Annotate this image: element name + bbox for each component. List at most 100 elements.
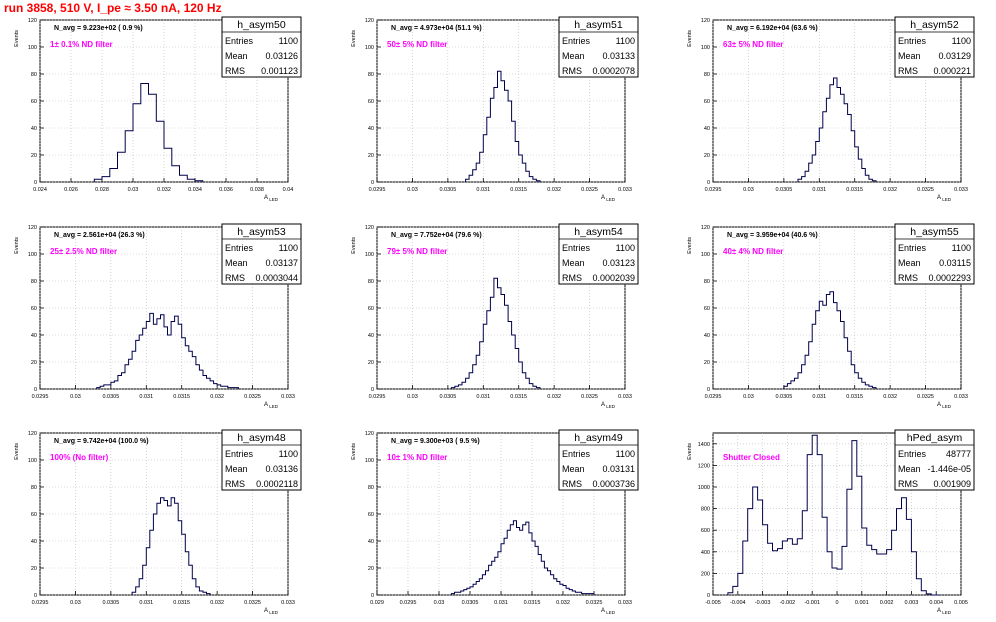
stat-label: RMS — [225, 66, 245, 76]
stats-box-frame — [221, 429, 302, 491]
x-axis-title: A LED — [264, 608, 279, 615]
histogram-name: h_asym50 — [237, 19, 286, 31]
stat-label: Entries — [225, 449, 254, 459]
x-tick-label: 0.034 — [188, 187, 202, 193]
y-tick-label: 0 — [371, 387, 374, 393]
x-tick-label: 0.002 — [880, 600, 894, 606]
y-tick-label: 1200 — [698, 463, 710, 469]
y-tick-label: 80 — [368, 279, 374, 285]
x-tick-label: 0.033 — [954, 187, 968, 193]
y-tick-label: 60 — [368, 306, 374, 312]
navg-label: N_avg = 4.973e+04 (51.1 %) — [391, 25, 482, 32]
y-tick-label: 100 — [701, 252, 710, 258]
x-tick-label: -0.002 — [780, 600, 796, 606]
histogram-name: h_asym54 — [574, 226, 623, 238]
x-tick-label: 0.031 — [812, 187, 826, 193]
y-tick-label: 80 — [368, 485, 374, 491]
stat-value: 0.0002039 — [592, 273, 635, 283]
stat-label: Entries — [898, 36, 927, 46]
y-tick-label: 120 — [365, 225, 374, 231]
y-axis-title: Events — [14, 237, 20, 254]
stat-value: 0.0002118 — [256, 479, 298, 489]
x-tick-label: 0.032 — [547, 394, 561, 400]
stat-label: Mean — [898, 51, 921, 61]
stat-value: 0.000221 — [933, 66, 971, 76]
stat-value: -1.446e-05 — [927, 464, 971, 474]
x-axis-title: A LED — [601, 195, 616, 202]
filter-label: 40± 4% ND filter — [723, 247, 783, 256]
y-tick-label: 80 — [704, 279, 710, 285]
filter-label: Shutter Closed — [723, 453, 780, 462]
x-axis-title: A LED — [264, 195, 279, 202]
y-tick-label: 40 — [31, 126, 37, 132]
run-title: run 3858, 510 V, I_pe ≈ 3.50 nA, 120 Hz — [4, 1, 222, 15]
histogram-line — [96, 312, 239, 389]
stat-value: 0.001123 — [261, 66, 298, 76]
stat-value: 1100 — [952, 243, 971, 253]
x-tick-label: 0.031 — [476, 187, 490, 193]
x-tick-label: 0.0315 — [510, 394, 527, 400]
filter-label: 63± 5% ND filter — [723, 40, 783, 49]
stats-box: hPed_asym Entries 48777 Mean -1.446e-05 RMS 0.… — [894, 429, 975, 491]
x-tick-label: 0.032 — [210, 394, 224, 400]
stat-label: Entries — [562, 243, 591, 253]
x-axis-title: A LED — [264, 402, 279, 409]
x-tick-label: 0.024 — [33, 187, 47, 193]
histogram-name: h_asym53 — [237, 226, 286, 238]
stats-box: h_asym49 Entries 1100 Mean 0.03131 RMS 0.00037… — [558, 429, 639, 491]
x-tick-label: -0.005 — [705, 600, 721, 606]
stat-label: RMS — [898, 479, 918, 489]
stat-label: RMS — [562, 273, 582, 283]
stat-value: 1100 — [616, 243, 635, 253]
y-tick-label: 0 — [707, 387, 710, 393]
y-tick-label: 60 — [368, 512, 374, 518]
y-tick-label: 1000 — [698, 485, 710, 491]
histogram-panel-h_asym48: 0.0295 0.03 0.0305 0.031 0.0315 0.032 0.0325 0.… — [14, 429, 302, 615]
x-tick-label: 0.03 — [743, 187, 754, 193]
stats-box: h_asym55 Entries 1100 Mean 0.03115 RMS 0.00022… — [894, 223, 975, 285]
y-axis-title: Events — [351, 30, 357, 47]
stat-label: Mean — [562, 51, 585, 61]
y-tick-label: 80 — [31, 485, 37, 491]
x-tick-label: 0.032 — [556, 600, 570, 606]
y-tick-label: 60 — [31, 306, 37, 312]
stats-box-frame — [894, 16, 975, 78]
y-tick-label: 20 — [368, 153, 374, 159]
y-tick-label: 40 — [31, 539, 37, 545]
y-tick-label: 60 — [31, 99, 37, 105]
y-tick-label: 120 — [701, 18, 710, 24]
y-tick-label: 20 — [368, 360, 374, 366]
navg-label: N_avg = 3.959e+04 (40.6 %) — [727, 232, 818, 239]
x-tick-label: 0.001 — [855, 600, 869, 606]
y-tick-label: 0 — [34, 180, 37, 186]
stat-value: 1100 — [616, 449, 635, 459]
x-tick-label: 0.0325 — [581, 394, 598, 400]
histogram-panel-h_asym49: 0.029 0.0295 0.03 0.0305 0.031 0.0315 0.032 0.0… — [351, 429, 639, 615]
x-tick-label: 0.0325 — [917, 394, 934, 400]
x-axis-title: A LED — [601, 608, 616, 615]
x-tick-label: 0 — [835, 600, 838, 606]
y-tick-label: 0 — [371, 180, 374, 186]
stats-box-frame — [558, 429, 639, 491]
y-tick-label: 60 — [31, 512, 37, 518]
y-tick-label: 20 — [31, 566, 37, 572]
y-tick-label: 0 — [707, 180, 710, 186]
histogram-name: h_asym48 — [237, 432, 286, 444]
x-tick-label: 0.033 — [281, 394, 295, 400]
y-axis-title: Events — [351, 237, 357, 254]
x-tick-label: 0.0305 — [102, 600, 119, 606]
y-tick-label: 100 — [28, 458, 37, 464]
histogram-name: hPed_asym — [907, 432, 963, 444]
stat-value: 0.001909 — [933, 479, 971, 489]
y-tick-label: 0 — [707, 593, 710, 599]
y-tick-label: 100 — [365, 45, 374, 51]
x-tick-label: 0.031 — [476, 394, 490, 400]
x-tick-label: 0.0325 — [581, 187, 598, 193]
stats-box: h_asym52 Entries 1100 Mean 0.03129 RMS 0.00022… — [894, 16, 975, 78]
y-tick-label: 40 — [368, 126, 374, 132]
histogram-panel-hPed_asym: -0.005 -0.004 -0.003 -0.002 -0.001 0 0.001 0.00… — [687, 429, 975, 615]
stat-label: Entries — [898, 243, 927, 253]
navg-label: N_avg = 2.561e+04 (26.3 %) — [54, 232, 145, 239]
x-tick-label: 0.031 — [139, 394, 153, 400]
stat-label: RMS — [898, 66, 918, 76]
